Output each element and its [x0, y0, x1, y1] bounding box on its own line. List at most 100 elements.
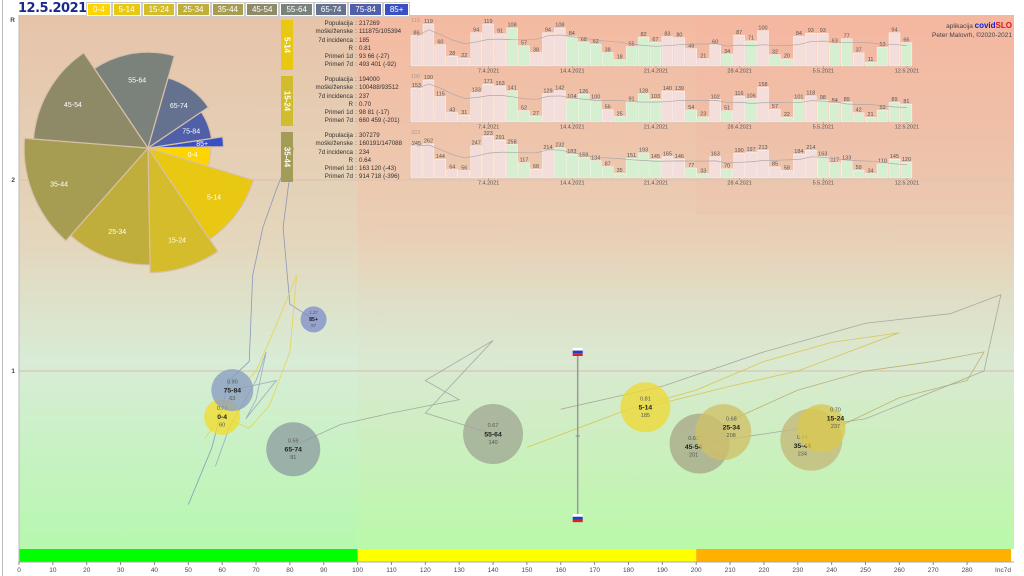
bar-value-label: 94 [473, 28, 479, 34]
pie-slice-shape [146, 146, 255, 241]
y-tick-label: 2 [11, 177, 15, 184]
bar-value-label: 62 [593, 39, 599, 45]
bar-value-label: 35 [617, 168, 623, 174]
bar [864, 61, 877, 67]
bar [554, 90, 566, 123]
info-colon: : [355, 76, 357, 83]
bar-value-label: 68 [581, 37, 587, 43]
bar [470, 92, 482, 123]
bar-value-label: 102 [711, 94, 720, 100]
bubble-circle [211, 369, 254, 412]
bar [590, 43, 602, 67]
pie-slice-label: 45-54 [64, 102, 82, 109]
bar [661, 156, 674, 179]
bubble-circle [695, 404, 752, 461]
info-key: 7d incidenca [318, 148, 353, 156]
info-key: 7d incidenca [318, 36, 353, 44]
bar [590, 99, 602, 123]
bar-value-label: 119 [484, 19, 493, 25]
bar [554, 147, 566, 179]
info-key: Populacija [324, 76, 353, 83]
pie-slice-shape [69, 146, 151, 266]
bubble-r-label: 0.59 [288, 438, 299, 444]
bar [733, 35, 745, 67]
bar [888, 32, 901, 67]
pie-slice-label: 55-64 [128, 77, 146, 84]
bar [590, 160, 602, 179]
bar-value-label: 38 [605, 47, 611, 53]
bar [542, 32, 554, 67]
seven-day-average-line [416, 83, 907, 108]
bar [446, 112, 459, 123]
bar-value-label: 85 [772, 162, 778, 168]
bar-value-label: 86 [413, 30, 419, 36]
info-value: 0.81 [359, 44, 372, 52]
bar [817, 100, 829, 123]
bar-value-label: 133 [842, 156, 851, 162]
x-tick-label: 220 [758, 567, 769, 574]
x-tick-label: 0 [17, 567, 21, 574]
bar-value-label: 133 [472, 87, 481, 93]
bar [685, 167, 697, 179]
legend-item-75-84: 75-84 [348, 2, 383, 17]
legend-item-35-44: 35-44 [210, 2, 245, 17]
bar [470, 32, 482, 67]
bar-value-label: 144 [436, 154, 445, 160]
bar [900, 162, 913, 179]
pie-slice-5-14: 5-14 [146, 146, 255, 241]
bar [542, 93, 554, 123]
bar [745, 152, 757, 179]
bar [876, 47, 889, 67]
bar [769, 109, 781, 123]
bar-value-label: 128 [639, 89, 648, 95]
bar [554, 27, 566, 67]
bar [649, 158, 662, 179]
info-key: Primeri 1d [324, 53, 353, 61]
flag-white [572, 514, 583, 517]
bubble-circle [266, 422, 321, 477]
bar [781, 116, 793, 123]
bar [876, 163, 889, 179]
bar-value-label: 66 [903, 38, 909, 44]
x-tick-label: 200 [691, 567, 702, 574]
x-tick-label: 40 [151, 567, 159, 574]
bar [494, 85, 506, 123]
group-info: Populacija:217269 moški/ženske:111875/105… [295, 20, 402, 70]
info-colon: : [355, 117, 357, 125]
flag-red [572, 519, 583, 523]
info-value: 217269 [359, 20, 380, 27]
bar [506, 144, 518, 179]
bar [721, 53, 733, 67]
bar [829, 43, 841, 67]
info-row: moški/ženske:160191/147088 [295, 140, 403, 148]
bar-value-label: 70 [724, 164, 730, 170]
bar [649, 99, 662, 123]
bar [793, 36, 805, 67]
info-colon: : [355, 84, 357, 92]
bar-value-label: 184 [794, 149, 803, 155]
bar-value-label: 91 [629, 97, 635, 103]
zone-bar-2 [696, 549, 1012, 562]
bar-value-label: 245 [412, 141, 421, 147]
date-label: 12.5.2021 [895, 125, 919, 131]
bubble-inc-label: 87 [311, 323, 316, 328]
bar-value-label: 84 [832, 98, 838, 104]
date-label: 21.4.2021 [644, 181, 668, 187]
bubble-r-label: 0.62 [688, 436, 699, 442]
x-tick-label: 50 [185, 567, 193, 574]
flag-blue [572, 516, 583, 520]
bubble-circle [620, 382, 671, 433]
bar-value-label: 59 [856, 165, 862, 171]
bar-value-label: 139 [675, 86, 684, 92]
pie-slice-shape [147, 145, 219, 274]
bar-value-label: 140 [663, 86, 672, 92]
info-key: R [348, 44, 353, 52]
info-colon: : [355, 165, 357, 173]
x-tick-label: 110 [386, 567, 397, 574]
bar [613, 173, 626, 179]
bar [422, 143, 435, 179]
info-colon: : [355, 61, 357, 69]
info-row: Populacija:194000 [295, 76, 400, 84]
bar [852, 112, 865, 123]
bubble-circle [463, 404, 524, 465]
